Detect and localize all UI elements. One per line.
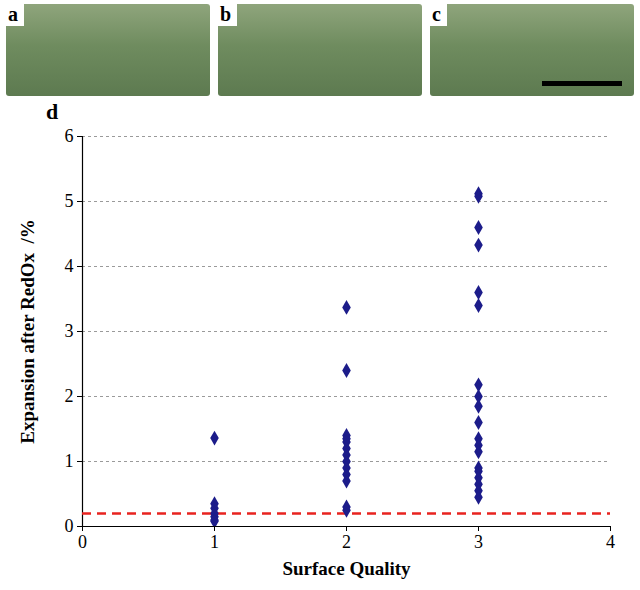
svg-text:0: 0 [78, 532, 87, 552]
html-text:c: c [432, 3, 441, 25]
svg-text:Surface Quality: Surface Quality [282, 558, 411, 579]
svg-text:0: 0 [65, 516, 74, 536]
svg-text:3: 3 [474, 532, 483, 552]
svg-text:5: 5 [65, 191, 74, 211]
html-text:d: d [46, 99, 59, 124]
svg-text:1: 1 [65, 451, 74, 471]
svg-text:6: 6 [65, 126, 74, 146]
svg-text:Expansion after RedOx /%: Expansion after RedOx /% [17, 219, 38, 444]
svg-text:4: 4 [65, 256, 74, 276]
svg-text:2: 2 [65, 386, 74, 406]
html-text:b: b [220, 3, 232, 25]
svg-text:4: 4 [606, 532, 615, 552]
svg-text:1: 1 [210, 532, 219, 552]
html-text:a: a [8, 3, 18, 25]
svg-text:3: 3 [65, 321, 74, 341]
svg-text:2: 2 [342, 532, 351, 552]
